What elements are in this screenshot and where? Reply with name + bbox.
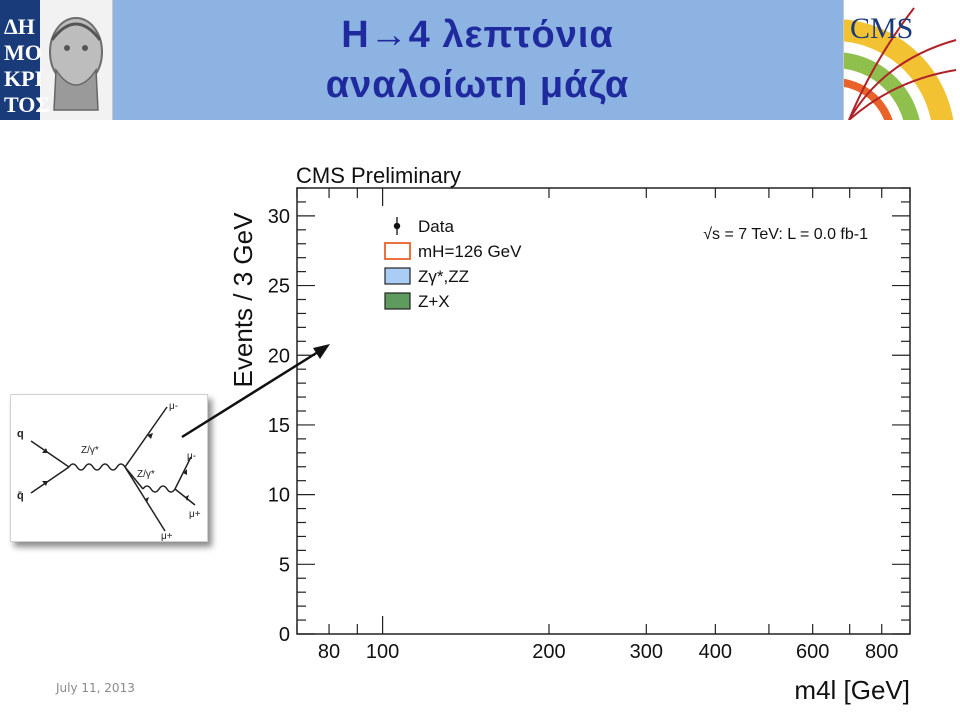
- z2-label: Z/γ*: [137, 469, 155, 480]
- x-tick-label: 80: [318, 641, 340, 663]
- svg-text:ΤΟΣ: ΤΟΣ: [4, 92, 50, 117]
- title-banner: [0, 0, 960, 120]
- arrow-head: [313, 344, 330, 359]
- mu-minus-top-label: μ-: [169, 401, 178, 412]
- slide-title-line1: H→4 λεπτόνια: [341, 14, 614, 56]
- y-tick-label: 10: [268, 485, 290, 507]
- qbar-label: q̄: [17, 490, 24, 502]
- y-tick-label: 20: [268, 345, 290, 367]
- democritos-logo: ΔΗ ΜΟ ΚΡΙ ΤΟΣ: [0, 0, 113, 120]
- y-tick-label: 5: [279, 554, 290, 576]
- arrow-line: [181, 345, 327, 439]
- x-tick-label: 800: [865, 641, 898, 663]
- x-axis: 80 100 200 300 400 600 800: [296, 188, 911, 663]
- legend-label: Z+X: [418, 292, 450, 311]
- y-tick-label: 30: [268, 206, 290, 228]
- footer-date: July 11, 2013: [56, 681, 135, 695]
- legend-swatch: [384, 292, 411, 310]
- svg-text:ΜΟ: ΜΟ: [4, 40, 42, 65]
- y-tick-label: 15: [268, 415, 290, 437]
- z-boson-1: [68, 463, 126, 471]
- y-axis-label: Events / 3 GeV: [228, 212, 258, 388]
- energy-lumi-annotation: √s = 7 TeV: L = 0.0 fb-1: [703, 226, 868, 243]
- x-tick-label: 300: [630, 641, 663, 663]
- muon-line-top: [124, 406, 168, 468]
- legend: Data mH=126 GeV Zγ*,ZZ Z+X: [384, 217, 522, 311]
- plot-frame: [296, 187, 911, 635]
- slide-title-line2: αναλοίωτη μάζα: [325, 64, 630, 106]
- chart-title: CMS Preliminary: [296, 163, 461, 188]
- feynman-diagram-svg: q q̄ Z/γ* Z/γ* μ- μ- μ+ μ+: [17, 401, 201, 542]
- y-axis: 0 5 10 15 20 25 30: [268, 187, 910, 646]
- y-tick-label: 25: [268, 276, 290, 298]
- legend-data-marker: [393, 222, 401, 230]
- mu-plus-mid-label: μ+: [189, 509, 201, 520]
- svg-text:ΔΗ: ΔΗ: [4, 14, 35, 39]
- x-tick-label: 200: [532, 641, 565, 663]
- x-tick-label: 400: [699, 641, 732, 663]
- legend-swatch-higgs: [384, 242, 411, 260]
- legend-label: mH=126 GeV: [418, 242, 522, 261]
- mu-plus-bottom-label: μ+: [161, 531, 173, 541]
- y-tick-label: 0: [279, 624, 290, 646]
- legend-label: Zγ*,ZZ: [418, 267, 469, 286]
- feynman-diagram: q q̄ Z/γ* Z/γ* μ- μ- μ+ μ+: [10, 394, 208, 542]
- antiquark-line: [30, 466, 70, 494]
- mu-minus-mid-label: μ-: [187, 451, 196, 462]
- z1-label: Z/γ*: [81, 445, 99, 456]
- quark-line: [30, 440, 70, 468]
- x-axis-label: m4l [GeV]: [794, 675, 910, 705]
- legend-label: Data: [418, 217, 454, 236]
- q-label: q: [17, 428, 24, 440]
- democritos-logo-art: ΔΗ ΜΟ ΚΡΙ ΤΟΣ: [0, 0, 103, 120]
- svg-text:ΚΡΙ: ΚΡΙ: [4, 66, 43, 91]
- svg-text:CMS: CMS: [850, 12, 913, 45]
- x-tick-label: 600: [796, 641, 829, 663]
- x-tick-label: 100: [366, 641, 399, 663]
- legend-swatch: [384, 267, 411, 285]
- z-boson-2: [142, 485, 176, 493]
